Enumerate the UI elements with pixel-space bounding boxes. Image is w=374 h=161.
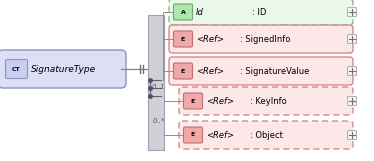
Text: E: E [181,68,185,74]
Text: SignatureType: SignatureType [31,65,96,74]
Text: <Ref>: <Ref> [206,96,234,105]
FancyBboxPatch shape [169,0,353,25]
Text: 0..*: 0..* [153,118,165,124]
FancyBboxPatch shape [174,31,193,47]
Text: CT: CT [12,66,21,71]
FancyBboxPatch shape [174,63,193,79]
Text: A: A [181,9,186,14]
Text: E: E [191,133,195,137]
Text: E: E [181,37,185,42]
FancyBboxPatch shape [0,50,126,88]
FancyBboxPatch shape [347,34,356,43]
FancyBboxPatch shape [169,57,353,85]
Text: : SignatureValue: : SignatureValue [240,66,309,76]
Text: : KeyInfo: : KeyInfo [250,96,287,105]
Text: <Ref>: <Ref> [206,131,234,139]
FancyBboxPatch shape [347,131,356,139]
Text: Id: Id [196,8,204,16]
FancyBboxPatch shape [347,96,356,105]
FancyBboxPatch shape [179,87,353,115]
FancyBboxPatch shape [184,93,202,109]
FancyBboxPatch shape [6,60,28,79]
FancyBboxPatch shape [347,66,356,76]
Text: : ID: : ID [252,8,266,16]
FancyBboxPatch shape [174,4,193,20]
FancyBboxPatch shape [184,127,202,143]
FancyBboxPatch shape [347,8,356,16]
Text: 0..1: 0..1 [151,84,165,90]
Text: E: E [191,99,195,104]
Text: : SignedInfo: : SignedInfo [240,34,290,43]
FancyBboxPatch shape [169,25,353,53]
Text: : Object: : Object [250,131,283,139]
Bar [148,15,164,150]
Text: <Ref>: <Ref> [196,66,224,76]
FancyBboxPatch shape [179,121,353,149]
Text: <Ref>: <Ref> [196,34,224,43]
